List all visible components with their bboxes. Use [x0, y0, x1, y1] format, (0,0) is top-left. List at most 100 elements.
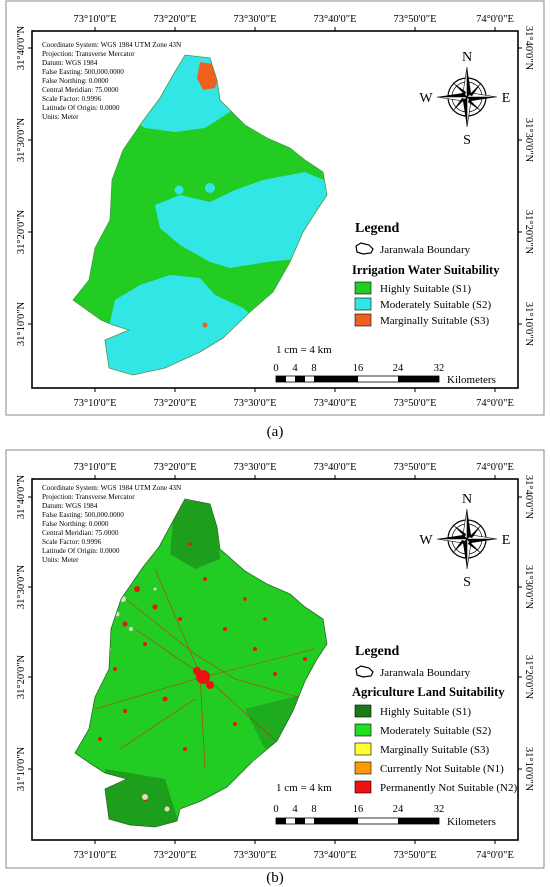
legend-label: Moderately Suitable (S2) — [380, 725, 492, 737]
right-tick-label: 31°20'0"N — [523, 210, 534, 255]
top-tick-label: 73°40'0"E — [313, 14, 356, 25]
bottom-tick-label: 73°50'0"E — [393, 850, 436, 861]
legend-subtitle: Irrigation Water Suitability — [352, 263, 500, 277]
map-b-svg: 73°10'0"E 73°20'0"E 73°30'0"E 73°40'0"E … — [5, 449, 545, 869]
legend-swatch-s3 — [354, 742, 372, 756]
right-ticks-b: 31°40'0"N 31°30'0"N 31°20'0"N 31°10'0"N — [518, 475, 534, 792]
legend-b: Legend Jaranwala Boundary Agriculture La… — [352, 644, 518, 794]
compass-w: W — [419, 91, 433, 106]
right-tick-label: 31°30'0"N — [523, 565, 534, 610]
metadata-line: Datum: WGS 1984 — [42, 59, 98, 67]
legend-label: Highly Suitable (S1) — [380, 283, 471, 295]
metadata-line: Units: Meter — [42, 556, 79, 564]
metadata-line: False Easting: 500,000.0000 — [42, 511, 124, 519]
scale-tick: 8 — [311, 363, 316, 374]
right-tick-label: 31°30'0"N — [523, 118, 534, 163]
top-ticks-b: 73°10'0"E 73°20'0"E 73°30'0"E 73°40'0"E … — [73, 462, 514, 479]
scale-tick: 16 — [353, 804, 364, 815]
scale-bar-b: 1 cm = 4 km 0 4 8 16 24 32 Kilometers — [273, 782, 496, 828]
legend-swatch-n1 — [354, 761, 372, 775]
bottom-ticks-a: 73°10'0"E 73°20'0"E 73°30'0"E 73°40'0"E … — [73, 388, 514, 409]
scale-bar-a: 1 cm = 4 km 0 4 8 16 24 32 Kilometers — [273, 344, 496, 386]
metadata-line: Projection: Transverse Mercator — [42, 50, 135, 58]
scale-tick: 32 — [434, 363, 445, 374]
top-tick-label: 73°40'0"E — [313, 462, 356, 473]
left-tick-label: 31°20'0"N — [16, 209, 27, 254]
legend-label: Currently Not Suitable (N1) — [380, 763, 504, 775]
bottom-tick-label: 73°10'0"E — [73, 850, 116, 861]
metadata-line: Units: Meter — [42, 113, 79, 121]
bottom-tick-label: 73°20'0"E — [153, 398, 196, 409]
top-tick-label: 73°30'0"E — [233, 14, 276, 25]
top-tick-label: 73°10'0"E — [73, 14, 116, 25]
north-arrow-icon: N S E W — [419, 50, 510, 148]
left-tick-label: 31°10'0"N — [16, 746, 27, 791]
legend-swatch-s1 — [354, 281, 372, 295]
bottom-tick-label: 74°0'0"E — [476, 850, 514, 861]
compass-n: N — [462, 50, 472, 65]
legend-label: Marginally Suitable (S3) — [380, 744, 490, 756]
legend-swatch-s1 — [354, 704, 372, 718]
metadata-line: Central Meridian: 75.0000 — [42, 86, 119, 94]
bottom-tick-label: 73°30'0"E — [233, 398, 276, 409]
top-tick-label: 73°30'0"E — [233, 462, 276, 473]
legend-label: Highly Suitable (S1) — [380, 706, 471, 718]
scale-text: 1 cm = 4 km — [276, 344, 332, 356]
bottom-tick-label: 74°0'0"E — [476, 398, 514, 409]
left-tick-label: 31°40'0"N — [16, 25, 27, 70]
bottom-tick-label: 73°50'0"E — [393, 398, 436, 409]
scale-tick: 24 — [393, 363, 404, 374]
left-tick-label: 31°30'0"N — [16, 564, 27, 609]
right-tick-label: 31°10'0"N — [523, 302, 534, 347]
caption-b: (b) — [266, 870, 284, 886]
top-tick-label: 74°0'0"E — [476, 462, 514, 473]
legend-swatch-s2 — [354, 297, 372, 311]
scale-text: 1 cm = 4 km — [276, 782, 332, 794]
legend-swatch-s3 — [354, 313, 372, 327]
top-tick-label: 73°50'0"E — [393, 14, 436, 25]
compass-e: E — [502, 91, 511, 106]
bottom-tick-label: 73°20'0"E — [153, 850, 196, 861]
bottom-ticks-b: 73°10'0"E 73°20'0"E 73°30'0"E 73°40'0"E … — [73, 840, 514, 861]
scale-tick: 32 — [434, 804, 445, 815]
top-tick-label: 73°20'0"E — [153, 14, 196, 25]
compass-s: S — [463, 575, 471, 590]
scale-tick: 4 — [292, 804, 298, 815]
legend-label: Permanently Not Suitable (N2) — [380, 782, 518, 794]
compass-s: S — [463, 133, 471, 148]
study-area-outline — [74, 498, 328, 828]
boundary-swatch-icon — [355, 242, 374, 255]
metadata-line: Projection: Transverse Mercator — [42, 493, 135, 501]
legend-title: Legend — [355, 221, 400, 236]
map-panel-a: 73°10'0"E 73°20'0"E 73°30'0"E 73°40'0"E … — [5, 0, 545, 416]
left-ticks-a: 31°40'0"N 31°30'0"N 31°20'0"N 31°10'0"N — [16, 25, 32, 346]
compass-n: N — [462, 492, 472, 507]
map-a-svg: 73°10'0"E 73°20'0"E 73°30'0"E 73°40'0"E … — [5, 0, 545, 416]
bottom-tick-label: 73°40'0"E — [313, 398, 356, 409]
bottom-tick-label: 73°30'0"E — [233, 850, 276, 861]
legend-subtitle: Agriculture Land Suitability — [352, 685, 505, 699]
right-ticks-a: 31°40'0"N 31°30'0"N 31°20'0"N 31°10'0"N — [518, 26, 534, 347]
legend-label: Marginally Suitable (S3) — [380, 315, 490, 327]
scale-unit: Kilometers — [447, 816, 496, 828]
top-ticks-a: 73°10'0"E 73°20'0"E 73°30'0"E 73°40'0"E … — [73, 14, 514, 31]
scale-unit: Kilometers — [447, 374, 496, 386]
metadata-block-a: Coordinate System: WGS 1984 UTM Zone 43N… — [42, 41, 182, 121]
left-tick-label: 31°10'0"N — [16, 301, 27, 346]
scale-tick: 4 — [292, 363, 298, 374]
top-tick-label: 73°50'0"E — [393, 462, 436, 473]
metadata-line: Central Meridian: 75.0000 — [42, 529, 119, 537]
right-tick-label: 31°10'0"N — [523, 747, 534, 792]
scale-tick: 0 — [273, 804, 278, 815]
compass-w: W — [419, 533, 433, 548]
bottom-tick-label: 73°40'0"E — [313, 850, 356, 861]
top-tick-label: 73°20'0"E — [153, 462, 196, 473]
legend-swatch-n2 — [354, 780, 372, 794]
scale-tick: 16 — [353, 363, 364, 374]
scale-tick: 0 — [273, 363, 278, 374]
scale-tick: 8 — [311, 804, 316, 815]
metadata-line: False Northing: 0.0000 — [42, 77, 109, 85]
boundary-label: Jaranwala Boundary — [380, 667, 471, 679]
left-ticks-b: 31°40'0"N 31°30'0"N 31°20'0"N 31°10'0"N — [16, 474, 32, 791]
legend-label: Moderately Suitable (S2) — [380, 299, 492, 311]
